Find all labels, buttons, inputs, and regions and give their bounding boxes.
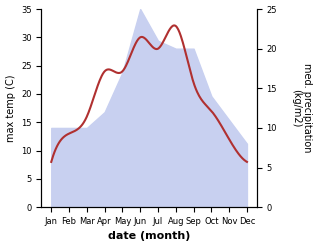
X-axis label: date (month): date (month) [108, 231, 190, 242]
Y-axis label: max temp (C): max temp (C) [5, 74, 16, 142]
Y-axis label: med. precipitation
(kg/m2): med. precipitation (kg/m2) [291, 63, 313, 153]
